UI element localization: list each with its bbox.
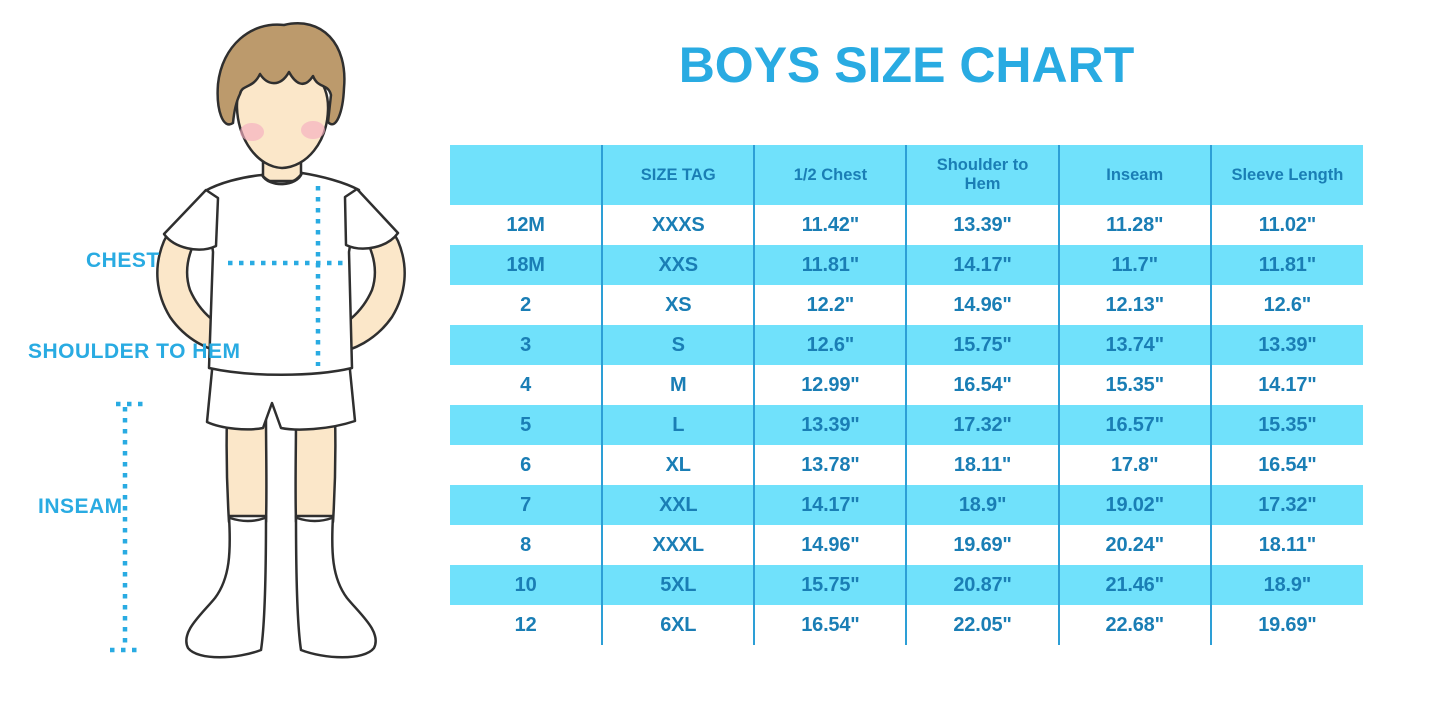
row-size-label: 6 [520, 453, 532, 476]
measurement-cell: XXS [601, 245, 755, 285]
measurement-cell: 12.6" [753, 325, 907, 365]
measurement-cell: 16.57" [1057, 405, 1211, 445]
measurement-cell: 13.39" [1209, 325, 1363, 365]
table-row: 2 XS 12.2" 14.96" 12.13" 12.6" [450, 285, 1363, 325]
table-row: 10 5XL 15.75" 20.87" 21.46" 18.9" [450, 565, 1363, 605]
measurement-cell: L [601, 405, 755, 445]
row-size-label: 10 [514, 573, 537, 596]
measurement-cell: 14.17" [753, 485, 907, 525]
measurement-cell: XS [601, 285, 755, 325]
measurement-cell: 14.96" [753, 525, 907, 565]
measurement-cell: 14.96" [905, 285, 1059, 325]
row-size-label: 8 [520, 533, 532, 556]
measurement-cell: 13.74" [1057, 325, 1211, 365]
row-size-label: 7 [520, 493, 532, 516]
measurement-cell: 14.17" [905, 245, 1059, 285]
column-header: Shoulder to Hem [905, 145, 1059, 205]
measurement-cell: 20.24" [1057, 525, 1211, 565]
measurement-cell: XL [601, 445, 755, 485]
table-row: 3 S 12.6" 15.75" 13.74" 13.39" [450, 325, 1363, 365]
measurement-cell: 22.05" [905, 605, 1059, 645]
measurement-cell: 19.69" [905, 525, 1059, 565]
table-row: 4 M 12.99" 16.54" 15.35" 14.17" [450, 365, 1363, 405]
table-row: 12 6XL 16.54" 22.05" 22.68" 19.69" [450, 605, 1363, 645]
measurement-cell: 15.75" [905, 325, 1059, 365]
blush-right [301, 121, 325, 139]
column-header: 1/2 Chest [753, 145, 907, 205]
measurement-cell: 13.39" [905, 205, 1059, 245]
column-header: SIZE TAG [601, 145, 755, 205]
row-size-label: 3 [520, 333, 532, 356]
measurement-cell: 12.2" [753, 285, 907, 325]
measurement-cell: 11.28" [1057, 205, 1211, 245]
measurement-cell: 18.11" [1209, 525, 1363, 565]
table-row: 5 L 13.39" 17.32" 16.57" 15.35" [450, 405, 1363, 445]
measurement-cell: 20.87" [905, 565, 1059, 605]
measurement-cell: 22.68" [1057, 605, 1211, 645]
measurement-cell: 19.02" [1057, 485, 1211, 525]
measurement-cell: S [601, 325, 755, 365]
measurement-cell: XXXS [601, 205, 755, 245]
measurement-cell: 16.54" [905, 365, 1059, 405]
measurement-cell: M [601, 365, 755, 405]
size-table: SIZE TAG 1/2 Chest Shoulder to Hem Inseam Sl… [450, 145, 1363, 645]
measurement-cell: 12.6" [1209, 285, 1363, 325]
measurement-cell: 16.54" [1209, 445, 1363, 485]
table-row: 6 XL 13.78" 18.11" 17.8" 16.54" [450, 445, 1363, 485]
measurement-cell: 11.81" [1209, 245, 1363, 285]
table-row: 8 XXXL 14.96" 19.69" 20.24" 18.11" [450, 525, 1363, 565]
measurement-cell: 18.11" [905, 445, 1059, 485]
measurement-cell: 17.32" [905, 405, 1059, 445]
measurement-cell: 17.8" [1057, 445, 1211, 485]
measurement-cell: 12.99" [753, 365, 907, 405]
row-size-label: 12 [514, 613, 537, 636]
measurement-cell: XXXL [601, 525, 755, 565]
row-size-label: 5 [520, 413, 532, 436]
measurement-cell: 19.69" [1209, 605, 1363, 645]
measurement-cell: 11.02" [1209, 205, 1363, 245]
measurement-cell: 11.42" [753, 205, 907, 245]
table-row: 7 XXL 14.17" 18.9" 19.02" 17.32" [450, 485, 1363, 525]
row-size-label: 12M [506, 213, 545, 236]
measurement-cell: 5XL [601, 565, 755, 605]
table-row: 12M XXXS 11.42" 13.39" 11.28" 11.02" [450, 205, 1363, 245]
table-row: 18M XXS 11.81" 14.17" 11.7" 11.81" [450, 245, 1363, 285]
boy-illustration [110, 22, 406, 659]
measurement-cell: 16.54" [753, 605, 907, 645]
measurement-cell: 15.35" [1209, 405, 1363, 445]
measurement-cell: 21.46" [1057, 565, 1211, 605]
column-header: Sleeve Length [1209, 145, 1363, 205]
inseam-label: INSEAM [38, 495, 123, 518]
column-header: Inseam [1057, 145, 1211, 205]
measurement-figure-panel: CHEST SHOULDER TO HEM INSEAM [0, 0, 450, 723]
measurement-cell: 13.78" [753, 445, 907, 485]
measurement-cell: 18.9" [1209, 565, 1363, 605]
measurement-cell: 6XL [601, 605, 755, 645]
blush-left [240, 123, 264, 141]
measurement-cell: 15.35" [1057, 365, 1211, 405]
measurement-cell: 18.9" [905, 485, 1059, 525]
shoulder-to-hem-label: SHOULDER TO HEM [28, 340, 241, 363]
page-title: BOYS SIZE CHART [678, 37, 1135, 93]
measurement-cell: 11.7" [1057, 245, 1211, 285]
measurement-cell: XXL [601, 485, 755, 525]
row-size-label: 4 [520, 373, 532, 396]
measurement-cell: 13.39" [753, 405, 907, 445]
table-body: 12M XXXS 11.42" 13.39" 11.28" 11.02" 18M XXS 11.… [450, 205, 1363, 645]
measurement-cell: 12.13" [1057, 285, 1211, 325]
column-header [450, 145, 602, 205]
row-size-label: 18M [506, 253, 545, 276]
measurement-cell: 15.75" [753, 565, 907, 605]
table-header-row: SIZE TAG 1/2 Chest Shoulder to Hem Inseam Sl… [450, 145, 1363, 205]
chest-label: CHEST [86, 249, 160, 272]
measurement-cell: 17.32" [1209, 485, 1363, 525]
measurement-cell: 14.17" [1209, 365, 1363, 405]
row-size-label: 2 [520, 293, 532, 316]
measurement-cell: 11.81" [753, 245, 907, 285]
